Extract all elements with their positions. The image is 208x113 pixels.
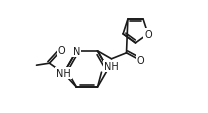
Text: O: O [144,30,152,39]
Text: O: O [58,46,65,56]
Text: N: N [73,46,80,56]
Text: NH: NH [56,69,71,79]
Text: O: O [137,55,144,65]
Text: NH: NH [104,61,119,71]
